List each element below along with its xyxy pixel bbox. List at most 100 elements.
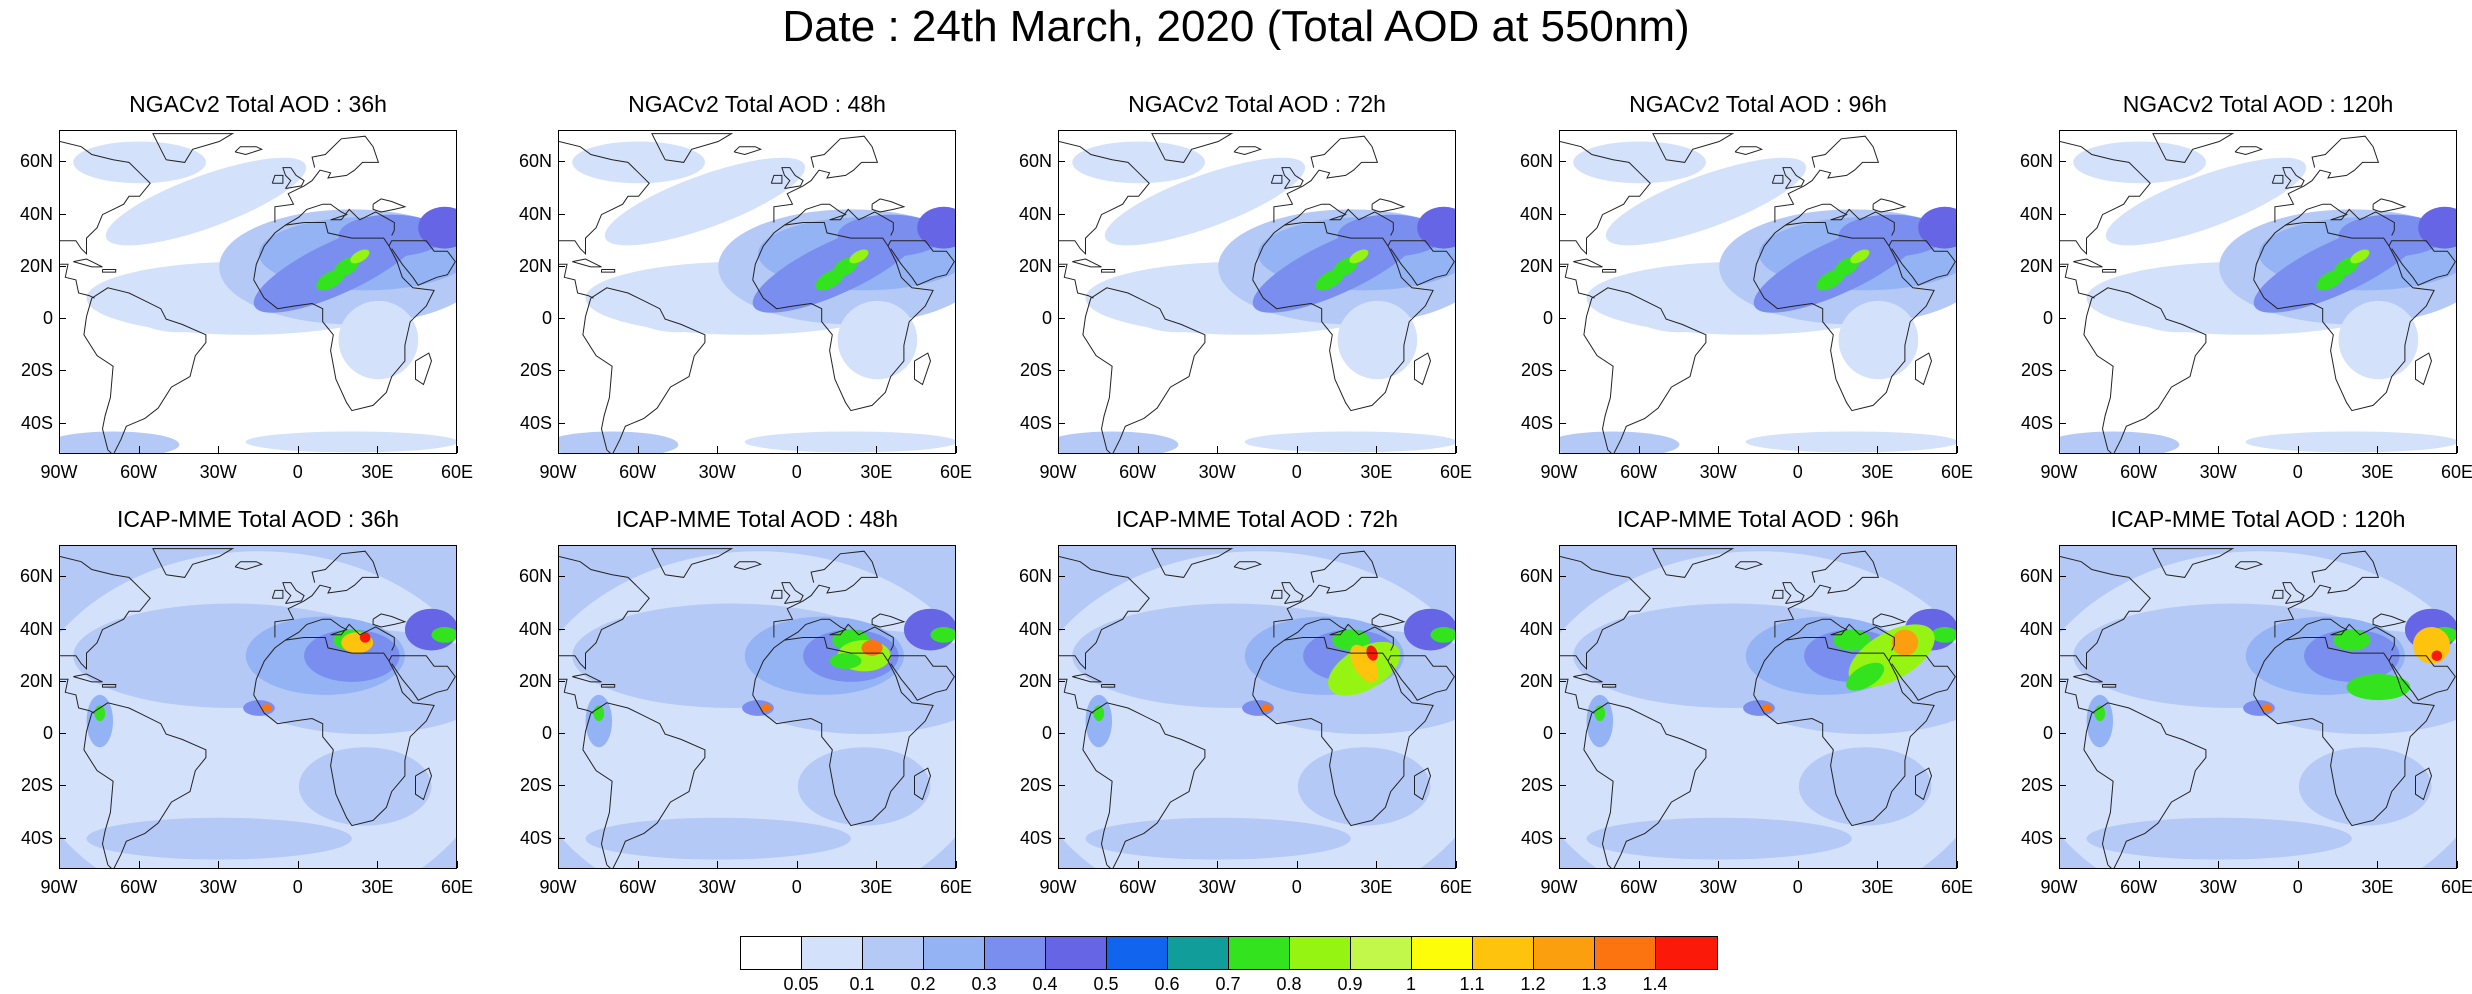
aod-plume	[2418, 206, 2456, 249]
aod-plume	[797, 747, 931, 826]
lon-tick-label: 30E	[1360, 462, 1393, 482]
coastline	[2060, 141, 2151, 255]
aod-plume	[1337, 300, 1418, 380]
lat-tick	[558, 628, 565, 630]
coastline	[60, 263, 95, 299]
coastline	[2083, 287, 2207, 453]
lon-tick-label: 30E	[860, 877, 893, 897]
lat-tick	[2059, 628, 2066, 630]
lat-tick	[59, 422, 66, 424]
aod-plume	[917, 206, 955, 249]
colorbar-box	[1229, 937, 1290, 969]
coastline	[1560, 141, 1651, 255]
coastline	[559, 263, 594, 299]
lon-tick-label: 90W	[2040, 877, 2078, 897]
lon-tick-label: 90W	[539, 462, 577, 482]
lat-tick-label: 0	[42, 723, 53, 744]
aod-plume	[744, 431, 955, 453]
lon-tick-label: 60W	[120, 877, 158, 897]
coastline	[2253, 637, 2435, 827]
lat-tick-label: 60N	[2019, 566, 2053, 587]
coastline	[60, 141, 151, 255]
panel-title: NGACv2 Total AOD : 72h	[1128, 91, 1386, 117]
coastline	[282, 582, 305, 604]
lat-tick-label: 20N	[1018, 670, 1052, 691]
lat-tick	[59, 785, 66, 787]
aod-plume	[1430, 627, 1455, 643]
coastline	[2060, 678, 2095, 714]
lon-tick	[1137, 446, 1139, 453]
lon-tick	[138, 861, 140, 868]
lon-tick	[1376, 446, 1378, 453]
lon-tick-label: 30W	[698, 462, 736, 482]
panel-title: NGACv2 Total AOD : 36h	[129, 91, 387, 117]
lat-tick	[1559, 680, 1566, 682]
lon-tick-label: 90W	[1540, 877, 1578, 897]
aod-plume	[1085, 817, 1351, 860]
colorbar-label: 0.2	[910, 974, 936, 994]
lat-tick-label: 40S	[519, 827, 552, 848]
lat-tick	[59, 318, 66, 320]
coastline	[1059, 678, 1094, 714]
aod-map-panel	[59, 130, 457, 454]
coastline	[1872, 613, 1907, 628]
aod-plume	[1085, 694, 1113, 748]
lat-tick	[1058, 370, 1065, 372]
lon-tick-label: 90W	[40, 877, 78, 897]
lat-tick-label: 40N	[518, 203, 552, 224]
lat-tick-label: 20S	[1520, 775, 1553, 796]
panel-title: ICAP-MME Total AOD : 96h	[1616, 506, 1900, 532]
coastline	[914, 352, 932, 386]
coastline	[2271, 589, 2284, 599]
aod-plume	[2261, 704, 2273, 712]
colorbar-label: 1.1	[1459, 974, 1485, 994]
coastline	[1888, 655, 1956, 701]
aod-map-panel	[1058, 130, 1456, 454]
coastline	[1734, 146, 1764, 156]
coastline	[2234, 146, 2264, 156]
lon-tick-label: 60W	[1119, 462, 1157, 482]
aod-plume	[338, 214, 445, 257]
lon-tick	[796, 861, 798, 868]
lon-tick-label: 60E	[939, 462, 973, 482]
aod-field	[1059, 131, 1455, 453]
lat-tick-label: 0	[42, 308, 53, 329]
lat-tick	[1058, 422, 1065, 424]
lon-tick-label: 30W	[2199, 877, 2237, 897]
aod-field	[60, 131, 456, 453]
lon-tick	[1217, 446, 1219, 453]
lat-tick	[558, 265, 565, 267]
aod-plume	[2412, 627, 2451, 664]
lon-tick	[138, 446, 140, 453]
aod-plume	[86, 817, 352, 860]
coastline	[1652, 548, 1735, 578]
lat-tick-label: 20S	[1520, 360, 1553, 381]
lon-tick	[59, 861, 60, 868]
lat-tick	[1559, 213, 1566, 215]
coastline	[2234, 561, 2264, 571]
lat-tick	[59, 213, 66, 215]
lat-tick-label: 40S	[1520, 412, 1553, 433]
lat-tick	[558, 576, 565, 578]
coastline	[1252, 637, 1434, 827]
aod-plume	[1297, 747, 1431, 826]
coastline	[1281, 167, 1304, 189]
aod-map-panel	[558, 130, 956, 454]
coastline	[271, 174, 284, 184]
lat-tick-label: 0	[1542, 308, 1553, 329]
lon-tick	[956, 861, 957, 868]
lon-tick-label: 90W	[1039, 462, 1077, 482]
aod-field	[60, 546, 456, 868]
coastline	[1281, 582, 1304, 604]
lon-tick	[1877, 446, 1879, 453]
lat-tick	[1559, 576, 1566, 578]
coastline	[781, 167, 804, 189]
colorbar-label: 1.2	[1520, 974, 1546, 994]
lat-tick	[1559, 733, 1566, 735]
lat-tick	[2059, 680, 2066, 682]
aod-plume	[1850, 249, 1870, 264]
aod-plume	[1918, 206, 1956, 249]
coastline	[1371, 198, 1406, 213]
lat-tick	[2059, 733, 2066, 735]
lat-tick-label: 40S	[1520, 827, 1553, 848]
